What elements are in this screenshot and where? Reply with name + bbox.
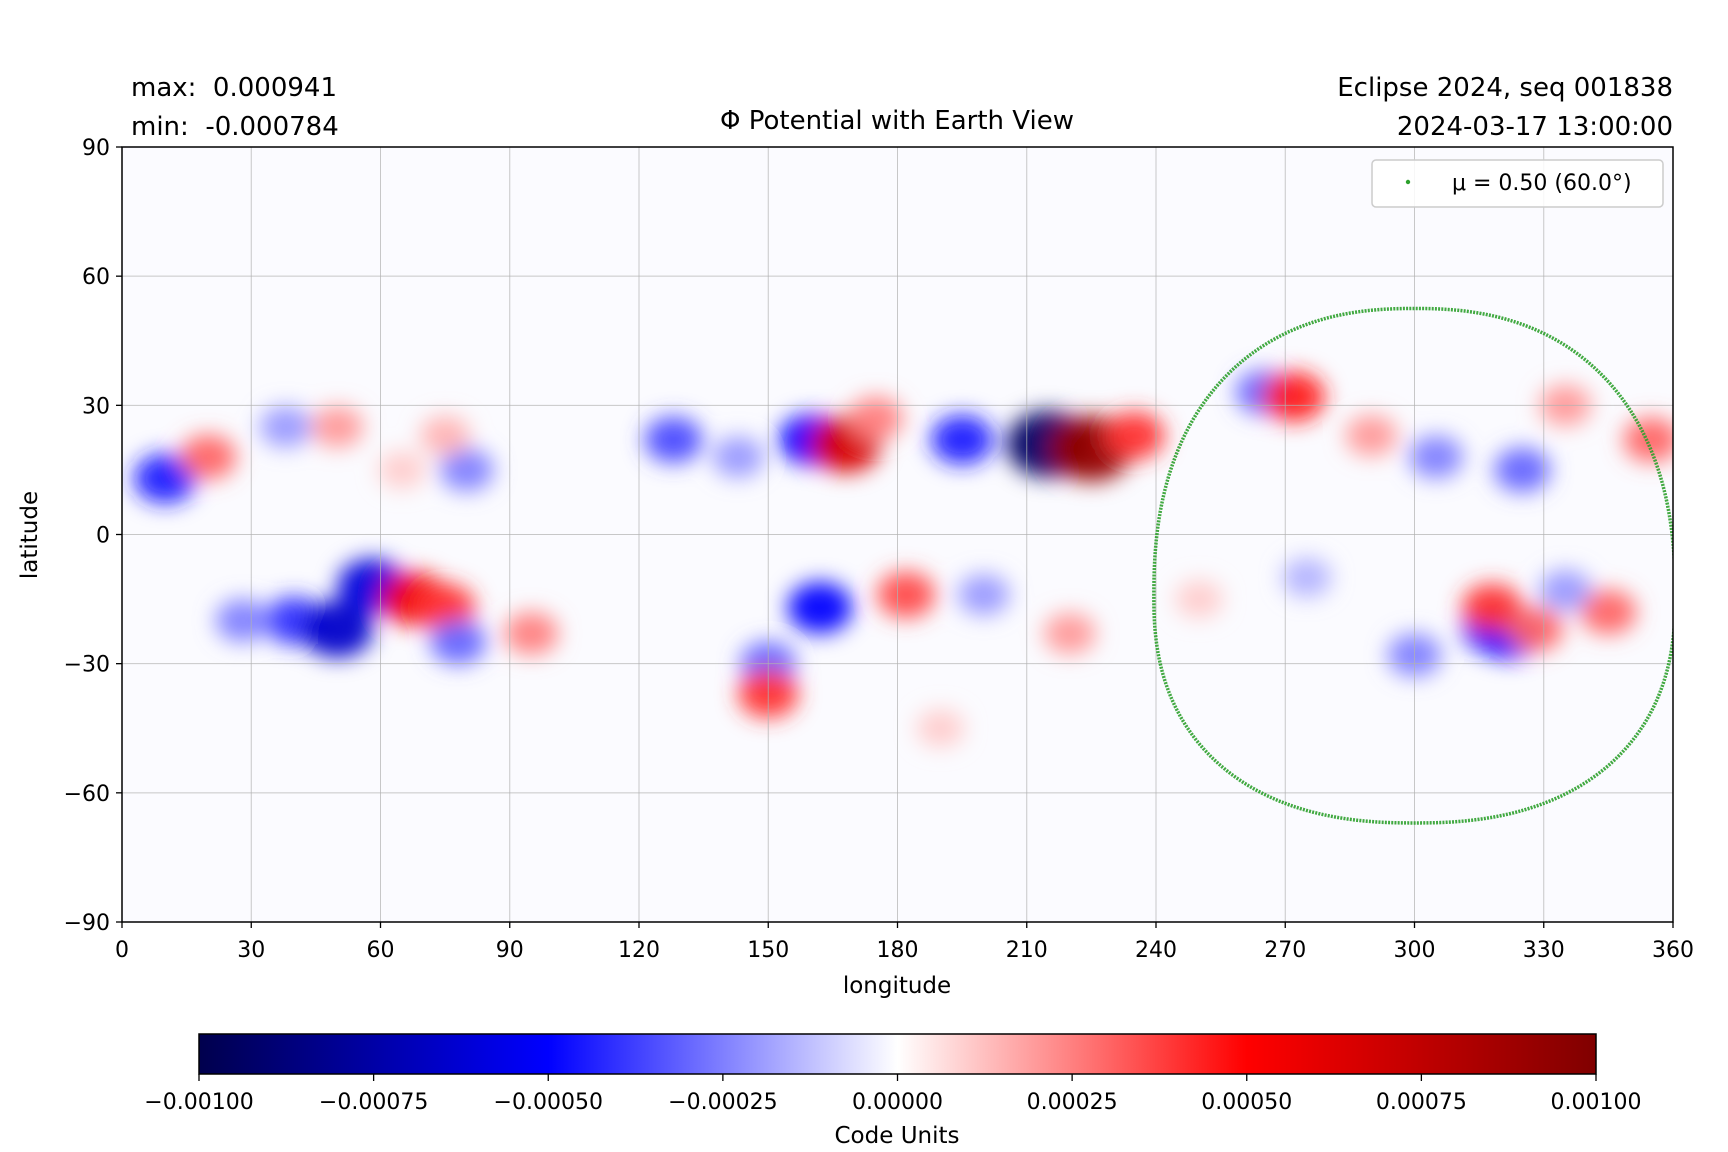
y-tick-label: 30 [82, 394, 110, 419]
max-readout: max: 0.000941 [131, 73, 337, 103]
heatmap-blob [301, 600, 373, 658]
heatmap-blob [1507, 606, 1564, 652]
heatmap-blob [180, 434, 237, 480]
x-tick-label: 330 [1523, 938, 1565, 963]
colorbar-ticks: −0.00100 −0.00075 −0.00050 −0.00025 0.00000 0… [144, 1074, 1641, 1115]
heatmap-blob [787, 581, 853, 634]
heatmap-blob [1409, 435, 1463, 479]
min-readout: min: -0.000784 [131, 112, 339, 142]
heatmap-blob [1494, 447, 1551, 493]
heatmap-blob [133, 453, 197, 504]
x-tick-label: 120 [618, 938, 660, 963]
x-tick-label: 30 [237, 938, 265, 963]
heatmap-blob [1345, 414, 1398, 457]
colorbar-tick-label: −0.00050 [494, 1090, 603, 1115]
y-tick-label: 60 [82, 265, 110, 290]
colorbar-tick-label: −0.00100 [144, 1090, 253, 1115]
colorbar [198, 1033, 1597, 1075]
x-axis-ticks: 0 30 60 90 120 150 180 210 240 270 300 330 360 [115, 922, 1694, 963]
timestamp-label: 2024-03-17 13:00:00 [1397, 112, 1673, 142]
heatmap-blob [849, 396, 903, 440]
run-label: Eclipse 2024, seq 001838 [1337, 73, 1673, 103]
heatmap-blob [957, 574, 1010, 616]
legend: μ = 0.50 (60.0°) [1371, 159, 1664, 208]
colorbar-tick-label: 0.00100 [1551, 1090, 1642, 1115]
heatmap-blob [504, 612, 559, 656]
mu-contour-line [1152, 306, 1673, 825]
x-tick-label: 180 [877, 938, 919, 963]
heatmap-blob [1282, 557, 1332, 598]
y-tick-label: 0 [96, 524, 110, 549]
y-tick-label: −30 [64, 653, 110, 678]
y-tick-label: −60 [64, 782, 110, 807]
x-tick-label: 270 [1264, 938, 1306, 963]
heatmap-blob [1580, 589, 1637, 635]
colorbar-tick-label: −0.00075 [319, 1090, 428, 1115]
heatmap-blob [311, 406, 364, 448]
heatmap-blob [420, 415, 470, 456]
x-axis-label: longitude [843, 973, 951, 999]
heatmap-blob [1175, 580, 1223, 619]
colorbar-label: Code Units [835, 1123, 960, 1149]
heatmap-blob [1104, 411, 1165, 460]
y-axis-ticks: 90 60 30 0 −30 −60 −90 [64, 136, 122, 936]
heatmap-blob [430, 619, 487, 665]
y-axis-label: latitude [17, 491, 43, 579]
chart-title: Φ Potential with Earth View [720, 106, 1074, 136]
heatmap-blob [1461, 583, 1523, 632]
heatmap-blob [1043, 612, 1096, 655]
mu-contour [1152, 306, 1673, 825]
heatmap-blob [916, 709, 965, 748]
colorbar-tick-label: 0.00025 [1027, 1090, 1118, 1115]
y-tick-label: −90 [64, 911, 110, 936]
heatmap-blob [259, 406, 312, 448]
colorbar-tick-label: −0.00025 [668, 1090, 777, 1115]
heatmap-blob [644, 416, 703, 464]
legend-box [1371, 159, 1664, 208]
y-tick-label: 90 [82, 136, 110, 161]
colorbar-tick-label: 0.00000 [852, 1090, 943, 1115]
x-tick-label: 300 [1394, 938, 1436, 963]
heatmap-blob [930, 414, 994, 465]
heatmap-blob [1539, 569, 1592, 612]
colorbar-tick-label: 0.00075 [1376, 1090, 1467, 1115]
colorbar-tick-label: 0.00050 [1201, 1090, 1292, 1115]
heatmap-blob [414, 583, 476, 632]
x-tick-label: 90 [496, 938, 524, 963]
heatmap-blob [877, 571, 936, 619]
heatmap [133, 370, 1673, 748]
legend-marker [1405, 179, 1411, 185]
legend-label: μ = 0.50 (60.0°) [1452, 171, 1632, 196]
heatmap-blob [1262, 371, 1326, 422]
x-tick-label: 150 [747, 938, 789, 963]
x-tick-label: 210 [1006, 938, 1048, 963]
x-tick-label: 360 [1652, 938, 1694, 963]
heatmap-blob [439, 448, 494, 492]
heatmap-blob [712, 436, 764, 478]
x-tick-label: 0 [115, 938, 129, 963]
x-tick-label: 60 [367, 938, 395, 963]
x-tick-label: 240 [1135, 938, 1177, 963]
heatmap-blob [215, 599, 270, 643]
heatmap-blob [378, 450, 426, 489]
